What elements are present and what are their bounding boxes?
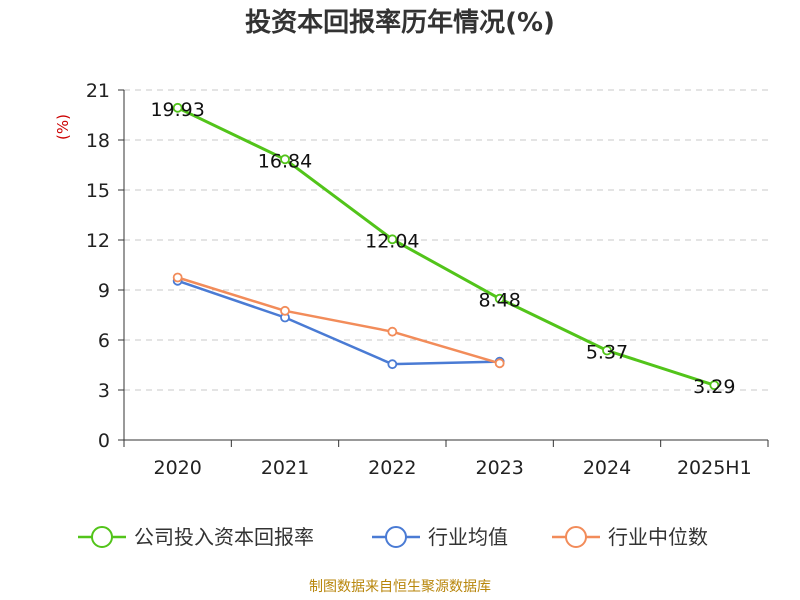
x-tick-label: 2020 [153, 457, 201, 479]
data-point [709, 380, 720, 391]
legend-item: 行业中位数 [608, 525, 708, 549]
data-point [387, 326, 398, 337]
data-label: 19.93 [150, 99, 204, 121]
data-label: 8.48 [479, 290, 521, 312]
data-point [494, 293, 505, 304]
legend-marker [91, 526, 113, 548]
legend-marker [385, 526, 407, 548]
legend-item: 公司投入资本回报率 [134, 525, 314, 549]
y-tick-label: 9 [98, 280, 110, 302]
x-tick-label: 2022 [368, 457, 416, 479]
data-point [387, 359, 398, 370]
data-point [387, 234, 398, 245]
series-line [177, 106, 715, 387]
data-point [602, 345, 612, 356]
series-line [177, 276, 501, 365]
data-point [172, 272, 183, 283]
x-tick-label: 2021 [261, 457, 309, 479]
series-line [177, 279, 500, 366]
legend-marker [565, 526, 587, 548]
data-point [172, 102, 183, 113]
data-label: 5.37 [586, 342, 628, 364]
y-tick-label: 15 [86, 180, 110, 202]
data-point [280, 305, 290, 316]
x-tick-label: 2023 [475, 457, 523, 479]
x-tick-label: 2025H1 [677, 457, 752, 479]
y-tick-label: 21 [86, 80, 110, 102]
source-note: 制图数据来自恒生聚源数据库 [309, 579, 491, 595]
y-tick-label: 12 [86, 230, 110, 252]
chart-title: 投资本回报率历年情况(%) [245, 8, 555, 38]
data-point [280, 154, 290, 165]
y-tick-label: 0 [98, 430, 110, 452]
legend-item: 行业均值 [428, 525, 508, 549]
y-tick-label: 18 [86, 130, 110, 152]
y-axis-label: (%) [54, 114, 72, 140]
y-tick-label: 6 [98, 330, 110, 352]
y-tick-label: 3 [98, 380, 110, 402]
data-label: 3.29 [693, 376, 735, 398]
data-label: 12.04 [365, 230, 419, 252]
data-label: 16.84 [258, 150, 312, 172]
data-point [494, 358, 505, 369]
x-tick-label: 2024 [583, 457, 631, 479]
